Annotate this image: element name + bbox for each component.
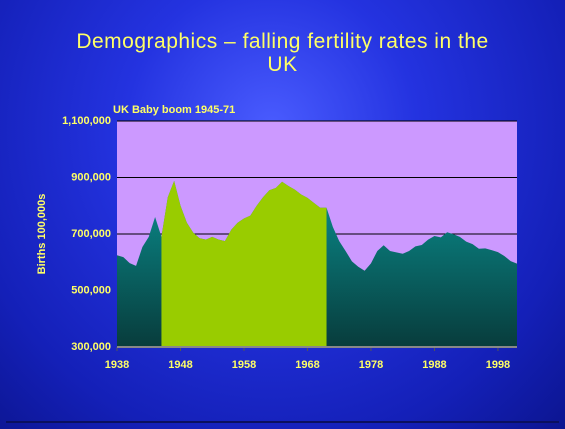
y-tick-label: 900,000 xyxy=(71,171,111,183)
x-tick-label: 1938 xyxy=(105,359,129,371)
y-tick-label: 300,000 xyxy=(71,341,111,353)
x-tick-label: 1988 xyxy=(422,359,446,371)
x-tick-label: 1958 xyxy=(232,359,256,371)
y-tick-label: 500,000 xyxy=(71,284,111,296)
annotation: UK Baby boom 1945-71 xyxy=(113,104,235,116)
y-tick-label: 700,000 xyxy=(71,228,111,240)
frame-line xyxy=(6,421,559,423)
slide-title: Demographics – falling fertility rates i… xyxy=(76,30,489,76)
x-tick-label: 1998 xyxy=(486,359,510,371)
x-tick-label: 1948 xyxy=(168,359,192,371)
y-tick-label: 1,100,000 xyxy=(62,115,111,127)
highlight-area xyxy=(161,180,327,347)
x-tick-label: 1968 xyxy=(295,359,319,371)
x-tick-label: 1978 xyxy=(359,359,383,371)
y-axis-label: Births 100,000s xyxy=(36,194,48,275)
